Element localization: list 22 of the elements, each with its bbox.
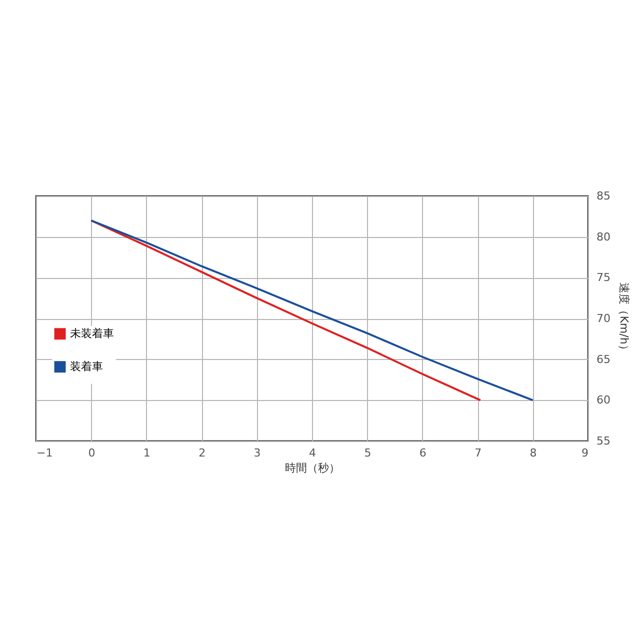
y-tick-label: 80 — [596, 230, 610, 244]
x-tick-label: 8 — [530, 446, 537, 460]
y-axis-title: 速度（Km/h） — [617, 282, 630, 356]
x-tick-label: 9 — [582, 446, 588, 460]
x-tick-label: 5 — [364, 446, 372, 460]
x-tick-label: 6 — [419, 446, 426, 460]
legend-label: 装着車 — [70, 360, 103, 373]
x-tick-label: 0 — [88, 446, 96, 460]
x-tick-label: −1 — [36, 446, 53, 460]
y-tick-label: 55 — [596, 434, 610, 448]
y-tick-label: 60 — [596, 394, 610, 407]
y-tick-label: 85 — [596, 190, 610, 202]
x-tick-label: 7 — [474, 446, 482, 460]
x-tick-label: 3 — [254, 446, 261, 460]
x-tick-label: 1 — [143, 446, 150, 460]
x-tick-label: 4 — [309, 446, 316, 460]
legend-label: 未装着車 — [70, 326, 114, 340]
x-tick-label: 2 — [198, 446, 206, 460]
y-tick-label: 75 — [596, 271, 610, 284]
y-tick-label: 70 — [596, 312, 610, 325]
x-axis-title: 時間（秒） — [285, 462, 340, 474]
y-tick-label: 65 — [596, 352, 610, 366]
